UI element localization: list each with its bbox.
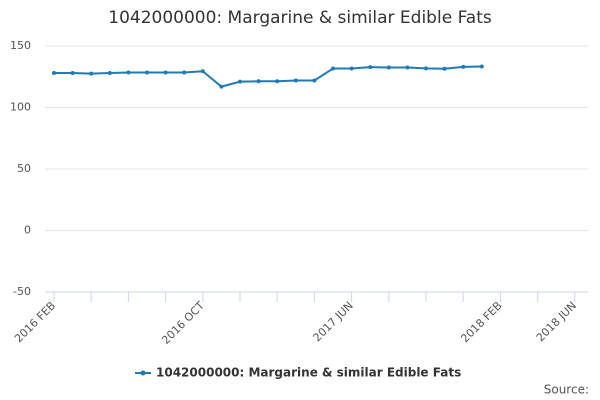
point — [312, 78, 317, 83]
point — [238, 79, 242, 84]
point — [424, 66, 428, 71]
point — [145, 70, 149, 75]
point — [331, 66, 335, 71]
point — [405, 65, 410, 70]
point — [70, 71, 75, 76]
point — [107, 71, 112, 76]
series-line — [54, 65, 482, 88]
y-tick-label: -50 — [13, 285, 31, 298]
point — [126, 70, 131, 75]
y-tick-label: 0 — [24, 224, 31, 237]
point — [275, 79, 280, 84]
point — [200, 69, 205, 74]
point — [256, 79, 261, 84]
point — [442, 66, 447, 71]
x-tick-label: 2016 FEB — [12, 299, 58, 345]
source: Source: — [544, 383, 589, 397]
x-tick-label: 2016 OCT — [159, 299, 207, 347]
point — [89, 71, 94, 76]
point — [52, 71, 56, 76]
legend-label: 1042000000: Margarine & similar Edible F… — [156, 366, 461, 380]
x-tick-label: 2018 FEB — [458, 299, 504, 345]
point — [386, 65, 391, 70]
x-tick-label: 2018 JUN — [534, 299, 579, 344]
point — [349, 66, 354, 71]
y-tick-label: 150 — [10, 39, 31, 52]
legend-marker — [140, 370, 146, 376]
y-tick-label: 50 — [17, 162, 31, 175]
point — [163, 70, 168, 75]
point — [368, 65, 373, 70]
point — [219, 84, 224, 89]
x-tick-label: 2017 JUN — [311, 299, 356, 344]
chart-title: 1042000000: Margarine & similar Edible F… — [108, 8, 492, 28]
point — [293, 78, 298, 83]
y-tick-label: 100 — [10, 101, 31, 114]
point — [182, 70, 187, 75]
point — [461, 64, 466, 69]
point — [479, 64, 484, 69]
